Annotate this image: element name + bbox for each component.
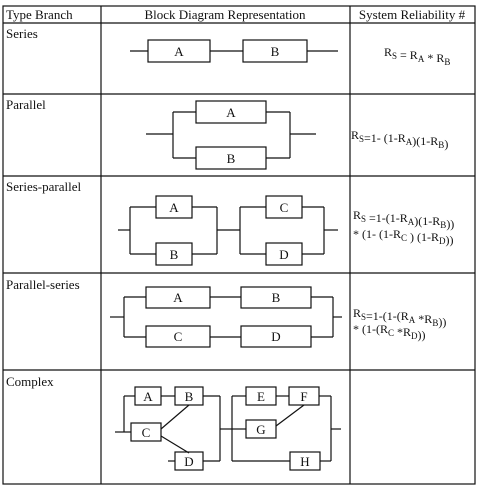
formula-parallel-series-line2: * (1-(RC *RD)) [353,322,426,342]
table-grid [2,5,476,485]
formula-series: RS = RA * RB [384,45,450,67]
row-name-parallel-series: Parallel-series [6,277,80,292]
ps-label-b: B [272,290,281,305]
series-parallel-diagram [118,195,338,266]
header-reliability: System Reliability # [359,7,466,22]
parallel-label-a: A [226,105,236,120]
row-name-parallel: Parallel [6,97,46,112]
complex-label-c: C [142,425,151,440]
parallel-series-diagram [110,286,342,348]
complex-block-c [130,422,162,442]
sp-label-c: C [280,200,289,215]
complex-label-e: E [257,389,265,404]
parallel-diagram [146,100,316,170]
sp-label-a: A [169,200,179,215]
parallel-label-b: B [227,151,236,166]
header-type-branch: Type Branch [6,7,73,22]
row-name-series-parallel: Series-parallel [6,179,81,194]
row-name-series: Series [6,26,38,41]
complex-label-h: H [300,454,309,469]
sp-label-b: B [170,247,179,262]
complex-label-b: B [185,389,194,404]
series-label-b: B [271,44,280,59]
complex-diagram [115,386,341,471]
ps-label-a: A [173,290,183,305]
formula-series-parallel-line2: * (1- (1-RC ) (1-RD)) [353,227,454,247]
formula-parallel: RS=1- (1-RA)(1-RB) [351,128,448,151]
formula-parallel-series-line1: RS=1-(1-(RA *RB)) [353,306,446,329]
series-diagram [130,39,338,63]
row-name-complex: Complex [6,374,54,389]
sp-label-d: D [279,247,288,262]
header-block-diagram: Block Diagram Representation [144,7,306,22]
complex-label-g: G [256,422,265,437]
complex-block-g [245,419,277,439]
ps-label-d: D [271,329,280,344]
complex-label-a: A [143,389,153,404]
series-label-a: A [174,44,184,59]
complex-label-f: F [300,389,307,404]
complex-label-d: D [184,454,193,469]
ps-label-c: C [174,329,183,344]
formula-series-parallel-line1: RS =1-(1-RA)(1-RB)) [353,208,454,231]
